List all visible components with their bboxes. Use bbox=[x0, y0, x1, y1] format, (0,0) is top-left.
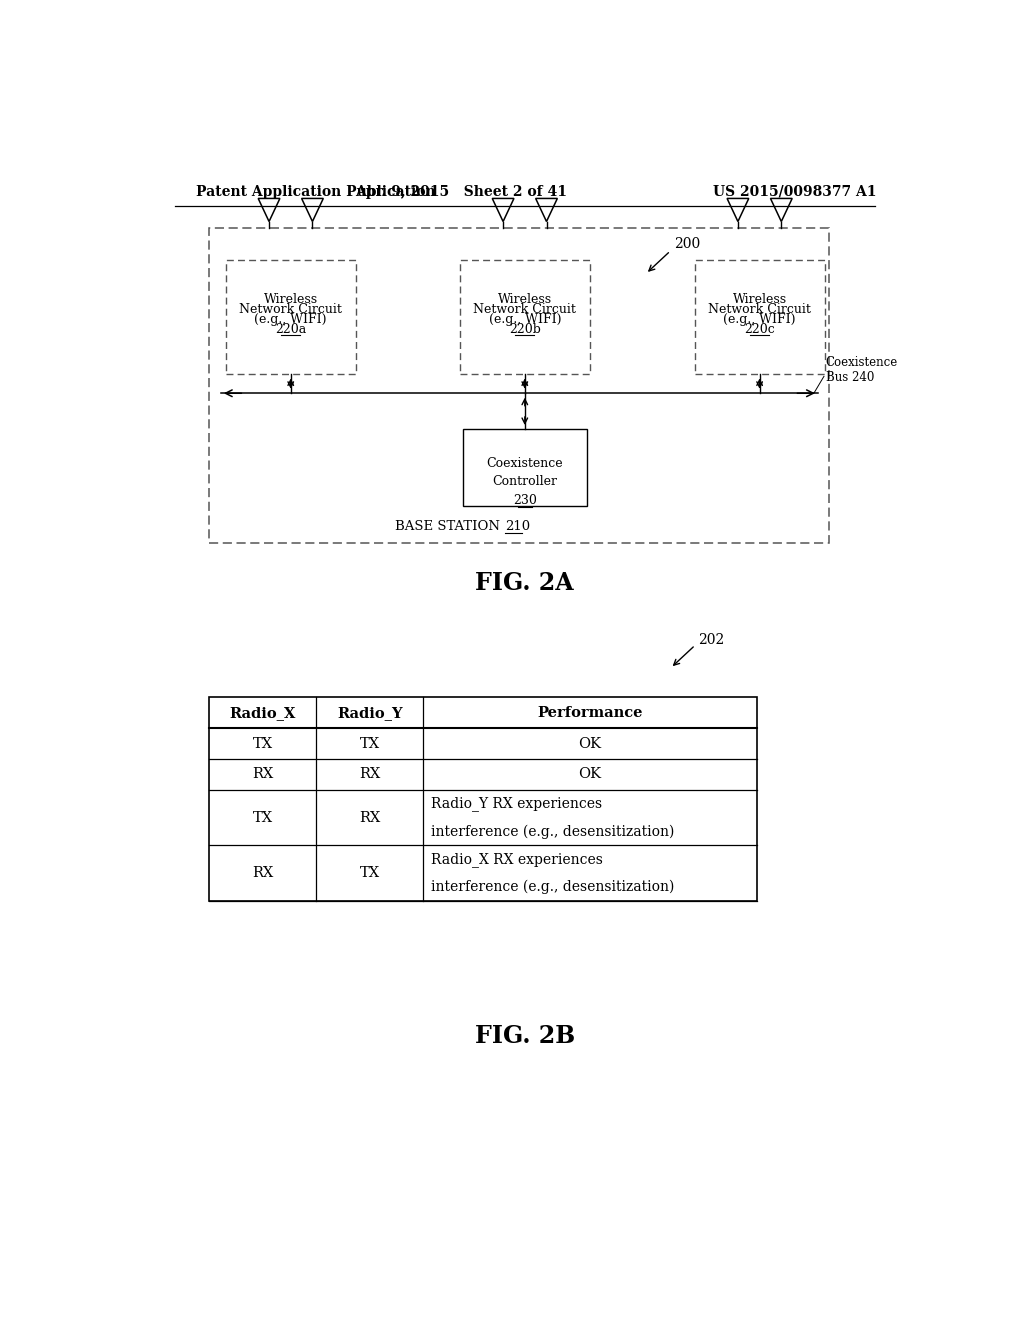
Text: RX: RX bbox=[252, 767, 273, 781]
Text: 200: 200 bbox=[675, 236, 700, 251]
Text: Radio_Y: Radio_Y bbox=[337, 706, 402, 719]
Text: Coexistence: Coexistence bbox=[486, 457, 563, 470]
Text: Network Circuit: Network Circuit bbox=[709, 304, 811, 317]
Text: Wireless: Wireless bbox=[498, 293, 552, 306]
Text: 202: 202 bbox=[697, 634, 724, 647]
Text: TX: TX bbox=[359, 737, 380, 751]
Bar bbox=[463, 429, 587, 507]
Text: Apr. 9, 2015   Sheet 2 of 41: Apr. 9, 2015 Sheet 2 of 41 bbox=[355, 185, 567, 198]
Text: US 2015/0098377 A1: US 2015/0098377 A1 bbox=[713, 185, 877, 198]
Text: (e.g., WIFI): (e.g., WIFI) bbox=[488, 313, 561, 326]
Bar bbox=[209, 697, 757, 900]
Text: Coexistence
Bus 240: Coexistence Bus 240 bbox=[825, 356, 898, 384]
Text: interference (e.g., desensitization): interference (e.g., desensitization) bbox=[431, 824, 675, 838]
Bar bbox=[460, 260, 590, 374]
Text: OK: OK bbox=[579, 737, 601, 751]
Text: TX: TX bbox=[253, 737, 273, 751]
Text: Controller: Controller bbox=[493, 475, 557, 488]
Text: Performance: Performance bbox=[538, 706, 643, 719]
Bar bbox=[209, 227, 829, 544]
Text: BASE STATION: BASE STATION bbox=[394, 520, 504, 533]
Text: FIG. 2A: FIG. 2A bbox=[475, 572, 574, 595]
Text: (e.g., WIFI): (e.g., WIFI) bbox=[723, 313, 796, 326]
Text: Radio_X: Radio_X bbox=[229, 706, 296, 719]
Text: Wireless: Wireless bbox=[732, 293, 786, 306]
Text: 220c: 220c bbox=[744, 323, 775, 337]
Text: TX: TX bbox=[253, 810, 273, 825]
Text: Radio_X RX experiences: Radio_X RX experiences bbox=[431, 851, 603, 866]
Bar bbox=[694, 260, 824, 374]
Text: Network Circuit: Network Circuit bbox=[473, 304, 577, 317]
Text: interference (e.g., desensitization): interference (e.g., desensitization) bbox=[431, 879, 675, 894]
Text: Patent Application Publication: Patent Application Publication bbox=[197, 185, 436, 198]
Text: RX: RX bbox=[359, 810, 381, 825]
Text: Wireless: Wireless bbox=[264, 293, 317, 306]
Text: Network Circuit: Network Circuit bbox=[240, 304, 342, 317]
Text: 210: 210 bbox=[506, 520, 530, 533]
Text: (e.g., WIFI): (e.g., WIFI) bbox=[255, 313, 327, 326]
Text: 220b: 220b bbox=[509, 323, 541, 337]
Text: OK: OK bbox=[579, 767, 601, 781]
Bar bbox=[225, 260, 356, 374]
Text: Radio_Y RX experiences: Radio_Y RX experiences bbox=[431, 796, 602, 810]
Text: FIG. 2B: FIG. 2B bbox=[475, 1024, 574, 1048]
Text: 220a: 220a bbox=[275, 323, 306, 337]
Text: RX: RX bbox=[252, 866, 273, 880]
Text: RX: RX bbox=[359, 767, 381, 781]
Text: TX: TX bbox=[359, 866, 380, 880]
Text: 230: 230 bbox=[513, 494, 537, 507]
